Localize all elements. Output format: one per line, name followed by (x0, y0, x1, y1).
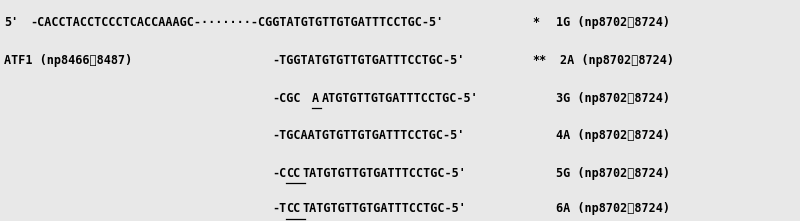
Text: -C: -C (272, 167, 286, 180)
Text: -TGCAATGTGTTGTGATTTCCTGC-5': -TGCAATGTGTTGTGATTTCCTGC-5' (272, 130, 464, 142)
Text: 4A (np8702～8724): 4A (np8702～8724) (556, 130, 670, 142)
Text: ATF1 (np8466～8487): ATF1 (np8466～8487) (4, 54, 132, 67)
Text: A: A (312, 92, 319, 105)
Text: 1G (np8702～8724): 1G (np8702～8724) (556, 16, 670, 29)
Text: -TGGTATGTGTTGTGATTTCCTGC-5': -TGGTATGTGTTGTGATTTCCTGC-5' (272, 54, 464, 67)
Text: TATGTGTTGTGATTTCCTGC-5': TATGTGTTGTGATTTCCTGC-5' (302, 167, 466, 180)
Text: 5G (np8702～8724): 5G (np8702～8724) (556, 167, 670, 180)
Text: **: ** (532, 54, 546, 67)
Text: -CGC: -CGC (272, 92, 301, 105)
Text: 3G (np8702～8724): 3G (np8702～8724) (556, 92, 670, 105)
Text: CC: CC (286, 202, 301, 215)
Text: *: * (532, 16, 539, 29)
Text: -CACCTACCTCCCTCACCAAAGC-·······-CGGTATGTGTTGTGATTTCCTGC-5': -CACCTACCTCCCTCACCAAAGC-·······-CGGTATGT… (30, 16, 444, 29)
Text: 2A (np8702～8724): 2A (np8702～8724) (560, 54, 674, 67)
Text: -T: -T (272, 202, 286, 215)
Text: 6A (np8702～8724): 6A (np8702～8724) (556, 202, 670, 215)
Text: ATGTGTTGTGATTTCCTGC-5': ATGTGTTGTGATTTCCTGC-5' (322, 92, 478, 105)
Text: TATGTGTTGTGATTTCCTGC-5': TATGTGTTGTGATTTCCTGC-5' (302, 202, 466, 215)
Text: CC: CC (286, 167, 301, 180)
Text: 5': 5' (4, 16, 18, 29)
